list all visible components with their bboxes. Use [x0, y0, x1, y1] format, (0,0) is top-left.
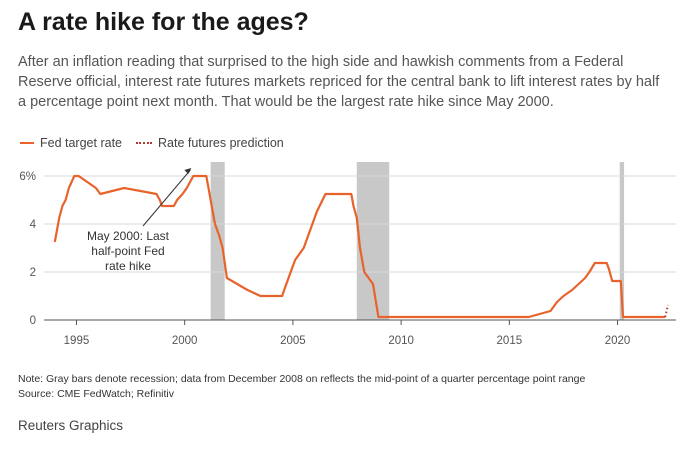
annotation-arrow-line — [142, 169, 191, 227]
x-tick-label-2015: 2015 — [497, 335, 523, 347]
source-text: Source: CME FedWatch; Refinitiv — [18, 388, 174, 400]
legend-label-futures: Rate futures prediction — [158, 136, 284, 150]
x-tick-label-1995: 1995 — [64, 335, 90, 347]
y-tick-label-6: 6% — [19, 171, 36, 183]
legend: Fed target rate Rate futures prediction — [20, 136, 284, 150]
recession-bar-2 — [619, 162, 625, 320]
series-line-rate-futures — [664, 304, 669, 318]
x-tick-label-2000: 2000 — [172, 335, 198, 347]
chart-footnote: Note: Gray bars denote recession; data f… — [18, 372, 585, 402]
y-tick-label-2: 2 — [30, 267, 36, 279]
recession-bar-0 — [210, 162, 225, 320]
legend-label-fed-rate: Fed target rate — [40, 136, 122, 150]
series-line-fed-target-rate — [53, 174, 666, 319]
x-tick-label-2010: 2010 — [388, 335, 414, 347]
legend-swatch-futures — [136, 142, 152, 144]
recession-bar-1 — [356, 162, 390, 320]
chart-title: A rate hike for the ages? — [18, 8, 309, 36]
credit-text: Reuters Graphics — [18, 418, 124, 433]
note-text: Note: Gray bars denote recession; data f… — [18, 373, 586, 385]
y-tick-label-4: 4 — [30, 219, 37, 231]
x-tick-label-2020: 2020 — [605, 335, 631, 347]
annotation-text-line-2: rate hike — [105, 259, 151, 273]
x-tick-label-2005: 2005 — [280, 335, 306, 347]
chart-subtitle: After an inflation reading that surprise… — [18, 54, 660, 110]
annotation-text-line-0: May 2000: Last — [87, 229, 170, 243]
annotation-arrow-head — [184, 168, 192, 174]
y-tick-label-0: 0 — [30, 315, 36, 327]
annotation-text-line-1: half-point Fed — [91, 244, 164, 258]
legend-swatch-fed-rate — [20, 142, 34, 144]
